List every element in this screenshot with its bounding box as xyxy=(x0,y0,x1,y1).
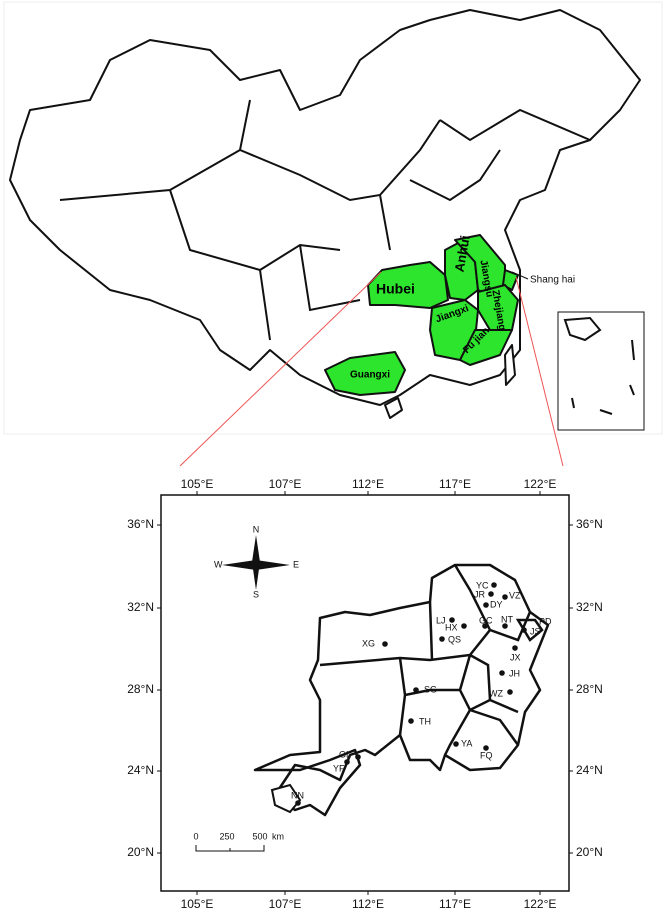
site-dot xyxy=(482,623,488,629)
lat-label: 36°N xyxy=(127,517,154,531)
compass xyxy=(222,535,290,590)
compass-label: E xyxy=(293,559,299,569)
province-label: Guangxi xyxy=(350,370,390,381)
graticule-labels: 105°E 105°E 107°E 107°E 112°E 112°E 117°E 117°E… xyxy=(127,477,603,911)
province-borders xyxy=(319,564,544,756)
site-label: PD xyxy=(539,616,552,626)
lat-label: 28°N xyxy=(576,682,603,696)
callout-line xyxy=(511,271,529,280)
province-label: Anhui xyxy=(452,234,473,273)
callout-label: Shang hai xyxy=(530,275,575,286)
site-dot xyxy=(355,754,361,760)
site-dot xyxy=(439,636,445,642)
china-outline xyxy=(9,9,641,406)
fujian xyxy=(459,329,513,366)
scale-label: 250 xyxy=(219,831,234,841)
site-label: JS xyxy=(530,626,541,636)
hainan xyxy=(384,397,403,419)
lat-label: 20°N xyxy=(576,845,603,859)
site-dot xyxy=(382,641,388,647)
site-dot xyxy=(507,689,513,695)
province-borders xyxy=(59,99,591,341)
site-label: JH xyxy=(509,668,520,678)
site-dot xyxy=(502,623,508,629)
site-dot xyxy=(413,687,419,693)
site-dot xyxy=(408,718,414,724)
lon-label: 117°E xyxy=(439,477,471,491)
site-label: WZ xyxy=(489,688,503,698)
site-dot xyxy=(483,602,489,608)
zoom-line xyxy=(515,276,564,467)
lon-label: 105°E xyxy=(181,477,214,491)
lon-label: 117°E xyxy=(439,897,471,911)
china-map: Hubei Anhui Jiangsu Zhejiang Jiangxi Fu … xyxy=(3,1,663,467)
lon-label: 112°E xyxy=(352,897,384,911)
site-dot xyxy=(461,623,467,629)
site-label: VZ xyxy=(509,590,521,600)
lat-label: 32°N xyxy=(576,600,603,614)
scale-label: 500 xyxy=(252,831,267,841)
site-label: SG xyxy=(424,684,437,694)
site-dot xyxy=(453,741,459,747)
lat-label: 24°N xyxy=(127,763,154,777)
site-label: DY xyxy=(490,599,503,609)
site-dot xyxy=(344,759,350,765)
site-label: TH xyxy=(419,716,431,726)
site-label: YC xyxy=(476,580,489,590)
province-label: Hubei xyxy=(376,281,415,297)
guangxi xyxy=(324,351,406,396)
site-label: GL xyxy=(339,749,351,759)
compass-label: N xyxy=(253,524,260,534)
site-label: QS xyxy=(448,634,461,644)
lon-label: 122°E xyxy=(524,897,557,911)
site-dot xyxy=(499,670,505,676)
site-dot xyxy=(491,582,497,588)
study-area-map: N E S W 0 250 500 km xyxy=(160,494,570,892)
site-dot xyxy=(295,800,301,806)
zoom-line xyxy=(179,271,382,467)
hainan xyxy=(270,783,302,814)
site-dot xyxy=(488,591,494,597)
site-label: HX xyxy=(445,622,458,632)
site-label: LJ xyxy=(436,615,446,625)
site-dot xyxy=(521,627,527,633)
lat-label: 32°N xyxy=(127,600,154,614)
lon-label: 122°E xyxy=(524,477,557,491)
shanghai xyxy=(502,269,519,291)
site-label: FQ xyxy=(480,750,493,760)
hubei xyxy=(367,261,449,309)
site-dot xyxy=(512,645,518,651)
inset-shapes xyxy=(563,316,635,415)
lat-label: 20°N xyxy=(127,845,154,859)
site-label: JR xyxy=(474,589,486,599)
scale-label: 0 xyxy=(193,831,198,841)
site-label: NT xyxy=(501,614,513,624)
lon-label: 107°E xyxy=(269,897,302,911)
compass-label: S xyxy=(253,589,259,599)
lat-label: 36°N xyxy=(576,517,603,531)
lon-label: 105°E xyxy=(181,897,214,911)
site-dot xyxy=(502,594,508,600)
lon-label: 112°E xyxy=(352,477,384,491)
site-label: JX xyxy=(510,652,521,662)
site-dot xyxy=(449,617,455,623)
site-label: YF xyxy=(333,763,345,773)
site-label: GC xyxy=(479,615,493,625)
lon-label: 107°E xyxy=(269,477,302,491)
compass-label: W xyxy=(214,559,223,569)
taiwan xyxy=(504,344,516,386)
lat-label: 28°N xyxy=(127,682,154,696)
frame xyxy=(3,1,663,435)
scale-unit: km xyxy=(272,831,284,841)
site-dot xyxy=(483,745,489,751)
site-label: YA xyxy=(461,738,472,748)
site-label: XG xyxy=(362,638,375,648)
site-label: NN xyxy=(291,790,304,800)
scale-bar xyxy=(195,845,265,852)
lat-label: 24°N xyxy=(576,763,603,777)
